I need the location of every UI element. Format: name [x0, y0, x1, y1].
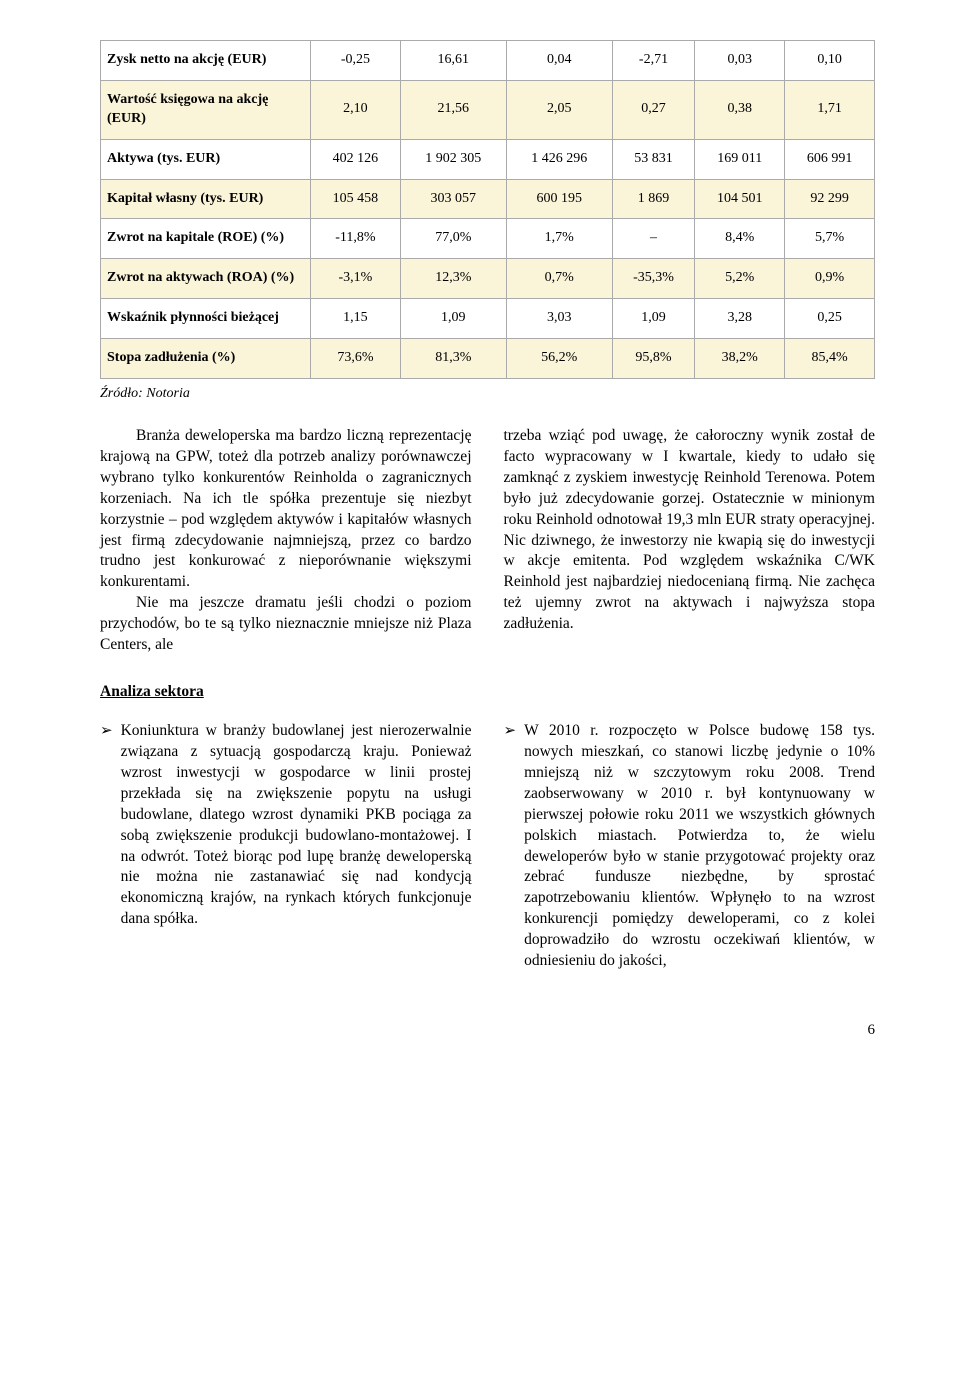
table-row: Wskaźnik płynności bieżącej1,151,093,031…	[101, 299, 875, 339]
financial-metrics-table: Zysk netto na akcję (EUR)-0,2516,610,04-…	[100, 40, 875, 379]
metric-value: 1,71	[785, 80, 875, 139]
metric-value: 1 869	[612, 179, 695, 219]
body-paragraph: Nie ma jeszcze dramatu jeśli chodzi o po…	[100, 593, 472, 656]
metric-value: 92 299	[785, 179, 875, 219]
body-paragraph: trzeba wziąć pod uwagę, że całoroczny wy…	[504, 426, 876, 635]
table-row: Zysk netto na akcję (EUR)-0,2516,610,04-…	[101, 41, 875, 81]
metric-value: 95,8%	[612, 339, 695, 379]
bullet-text: Koniunktura w branży budowlanej jest nie…	[121, 721, 472, 972]
metric-value: 600 195	[506, 179, 612, 219]
metric-value: 1 902 305	[400, 139, 506, 179]
metric-value: –	[612, 219, 695, 259]
table-row: Aktywa (tys. EUR)402 1261 902 3051 426 2…	[101, 139, 875, 179]
body-text-columns: Branża deweloperska ma bardzo liczną rep…	[100, 426, 875, 656]
metric-label: Wskaźnik płynności bieżącej	[101, 299, 311, 339]
metric-value: 0,04	[506, 41, 612, 81]
metric-value: 169 011	[695, 139, 785, 179]
metric-value: 0,7%	[506, 259, 612, 299]
metric-value: 1,15	[311, 299, 401, 339]
metric-value: 0,03	[695, 41, 785, 81]
metric-label: Zwrot na kapitale (ROE) (%)	[101, 219, 311, 259]
metric-value: 1,7%	[506, 219, 612, 259]
metric-value: 0,9%	[785, 259, 875, 299]
metric-label: Zwrot na aktywach (ROA) (%)	[101, 259, 311, 299]
metric-value: -3,1%	[311, 259, 401, 299]
metric-value: 402 126	[311, 139, 401, 179]
metric-label: Kapitał własny (tys. EUR)	[101, 179, 311, 219]
metric-value: 0,25	[785, 299, 875, 339]
body-column-right: trzeba wziąć pod uwagę, że całoroczny wy…	[504, 426, 876, 656]
bullet-columns: ➢ Koniunktura w branży budowlanej jest n…	[100, 721, 875, 972]
table-row: Kapitał własny (tys. EUR)105 458303 0576…	[101, 179, 875, 219]
metric-value: 16,61	[400, 41, 506, 81]
metric-value: 21,56	[400, 80, 506, 139]
metric-value: 2,10	[311, 80, 401, 139]
source-note: Źródło: Notoria	[100, 385, 875, 404]
metric-value: -11,8%	[311, 219, 401, 259]
metric-value: -35,3%	[612, 259, 695, 299]
metric-label: Aktywa (tys. EUR)	[101, 139, 311, 179]
metric-value: 77,0%	[400, 219, 506, 259]
metric-value: 12,3%	[400, 259, 506, 299]
bullet-arrow-icon: ➢	[504, 721, 517, 972]
metric-value: 1,09	[400, 299, 506, 339]
table-row: Wartość księgowa na akcję (EUR)2,1021,56…	[101, 80, 875, 139]
metric-value: 53 831	[612, 139, 695, 179]
metric-value: 5,2%	[695, 259, 785, 299]
metric-value: 1,09	[612, 299, 695, 339]
page-number: 6	[100, 1020, 875, 1040]
metric-value: 38,2%	[695, 339, 785, 379]
body-column-left: Branża deweloperska ma bardzo liczną rep…	[100, 426, 472, 656]
metric-value: 1 426 296	[506, 139, 612, 179]
metric-value: 105 458	[311, 179, 401, 219]
metric-value: 0,38	[695, 80, 785, 139]
metric-value: 0,27	[612, 80, 695, 139]
metric-value: 8,4%	[695, 219, 785, 259]
metric-value: 5,7%	[785, 219, 875, 259]
bullet-arrow-icon: ➢	[100, 721, 113, 972]
metric-label: Stopa zadłużenia (%)	[101, 339, 311, 379]
metric-value: 606 991	[785, 139, 875, 179]
metric-value: 3,28	[695, 299, 785, 339]
bullet-text: W 2010 r. rozpoczęto w Polsce budowę 158…	[524, 721, 875, 972]
metric-value: 303 057	[400, 179, 506, 219]
metric-label: Wartość księgowa na akcję (EUR)	[101, 80, 311, 139]
table-row: Zwrot na kapitale (ROE) (%)-11,8%77,0%1,…	[101, 219, 875, 259]
bullet-item-right: ➢ W 2010 r. rozpoczęto w Polsce budowę 1…	[504, 721, 876, 972]
metric-value: 56,2%	[506, 339, 612, 379]
bullet-item-left: ➢ Koniunktura w branży budowlanej jest n…	[100, 721, 472, 972]
metric-value: -0,25	[311, 41, 401, 81]
body-paragraph: Branża deweloperska ma bardzo liczną rep…	[100, 426, 472, 593]
metric-value: 104 501	[695, 179, 785, 219]
metric-value: -2,71	[612, 41, 695, 81]
metric-label: Zysk netto na akcję (EUR)	[101, 41, 311, 81]
metric-value: 81,3%	[400, 339, 506, 379]
table-row: Zwrot na aktywach (ROA) (%)-3,1%12,3%0,7…	[101, 259, 875, 299]
metric-value: 3,03	[506, 299, 612, 339]
metric-value: 0,10	[785, 41, 875, 81]
metric-value: 73,6%	[311, 339, 401, 379]
section-heading-analiza-sektora: Analiza sektora	[100, 682, 875, 703]
table-row: Stopa zadłużenia (%)73,6%81,3%56,2%95,8%…	[101, 339, 875, 379]
metric-value: 2,05	[506, 80, 612, 139]
metric-value: 85,4%	[785, 339, 875, 379]
